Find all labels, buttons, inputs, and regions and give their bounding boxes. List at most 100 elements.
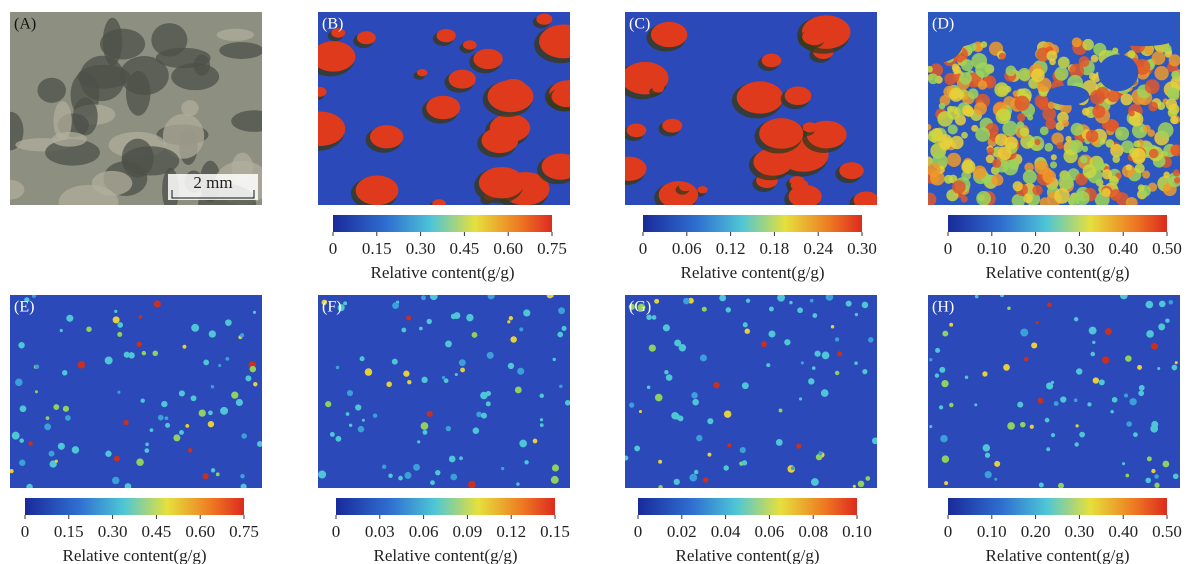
speck — [1042, 170, 1056, 184]
colorbar-tick-label: 0.10 — [842, 522, 872, 541]
speck — [1146, 301, 1154, 309]
photo-patch — [171, 63, 219, 90]
photo-patch — [59, 185, 119, 220]
colorbar-tick-label: 0.15 — [362, 239, 392, 258]
speck — [1006, 66, 1017, 77]
speck — [985, 471, 992, 478]
speck — [1038, 398, 1044, 404]
speck — [1151, 343, 1158, 350]
speck — [1164, 45, 1171, 52]
speck — [1058, 483, 1064, 489]
speck — [1171, 71, 1180, 80]
speck — [992, 159, 1001, 168]
speck — [818, 451, 822, 455]
speck — [179, 390, 185, 396]
speck — [1054, 188, 1070, 204]
speck — [776, 439, 783, 446]
panel-label: (G) — [629, 299, 651, 316]
speck — [1039, 483, 1044, 488]
speck — [654, 299, 659, 304]
speck — [1112, 397, 1118, 403]
speck — [939, 103, 946, 110]
speck — [1112, 47, 1118, 53]
speck — [671, 412, 678, 419]
speck — [165, 416, 169, 420]
speck — [719, 295, 726, 302]
speck — [674, 479, 680, 485]
speck — [939, 405, 943, 409]
blob — [449, 70, 476, 89]
speck — [835, 371, 839, 375]
speck — [1054, 401, 1059, 406]
speck — [455, 373, 458, 376]
speck — [365, 368, 372, 375]
speck — [1162, 461, 1169, 468]
image — [607, 12, 879, 213]
colorbar-tick-label: 0.12 — [496, 522, 526, 541]
speck — [821, 389, 829, 397]
speck — [1138, 390, 1144, 396]
speck — [28, 441, 32, 445]
blob — [357, 31, 376, 44]
speck — [1089, 327, 1097, 335]
speck — [1076, 368, 1082, 374]
blob — [697, 186, 707, 193]
speck — [812, 313, 817, 318]
speck — [508, 363, 514, 369]
speck — [349, 424, 352, 427]
speck — [62, 370, 67, 375]
colorbar-label: Relative content(g/g) — [676, 546, 820, 564]
speck — [872, 437, 879, 444]
speck — [124, 352, 130, 358]
speck — [509, 316, 513, 320]
speck — [1096, 87, 1109, 100]
speck — [421, 377, 427, 383]
colorbar-tick-label: 0 — [634, 522, 643, 541]
speck — [723, 465, 728, 470]
speck — [373, 413, 377, 417]
speck — [430, 293, 438, 301]
speck — [188, 448, 193, 453]
speck — [929, 358, 932, 361]
speck — [1054, 67, 1068, 81]
speck — [649, 344, 656, 351]
speck — [1143, 125, 1151, 133]
speck — [406, 315, 411, 320]
speck — [948, 124, 958, 134]
blob — [488, 80, 534, 112]
speck — [114, 456, 120, 462]
speck — [386, 381, 392, 387]
image — [291, 12, 588, 212]
speck — [1057, 142, 1064, 149]
speck — [978, 80, 987, 89]
colorbar-tick-label: 0.12 — [716, 239, 746, 258]
speck — [519, 440, 527, 448]
colorbar-tick-label: 0.30 — [98, 522, 128, 541]
colorbar-tick-label: 0 — [332, 522, 341, 541]
speck — [487, 352, 494, 359]
speck — [1076, 424, 1079, 427]
speck — [1169, 300, 1174, 305]
speck — [1151, 469, 1155, 473]
speck — [1154, 474, 1159, 479]
speck — [209, 330, 216, 337]
blob — [482, 128, 519, 153]
speck — [784, 339, 790, 345]
speck — [125, 483, 132, 490]
speck — [19, 438, 24, 443]
speck — [1146, 330, 1154, 338]
panel-label: (F) — [322, 299, 342, 316]
speck — [1163, 172, 1170, 179]
speck — [1120, 93, 1132, 105]
speck — [117, 322, 123, 328]
speck — [449, 456, 456, 463]
speck — [472, 332, 478, 338]
speck — [486, 401, 491, 406]
speck — [203, 360, 209, 366]
speck — [236, 399, 243, 406]
speck — [743, 322, 748, 327]
speck — [1075, 191, 1090, 206]
speck — [928, 131, 939, 142]
speck — [442, 376, 445, 379]
blob — [802, 28, 826, 45]
